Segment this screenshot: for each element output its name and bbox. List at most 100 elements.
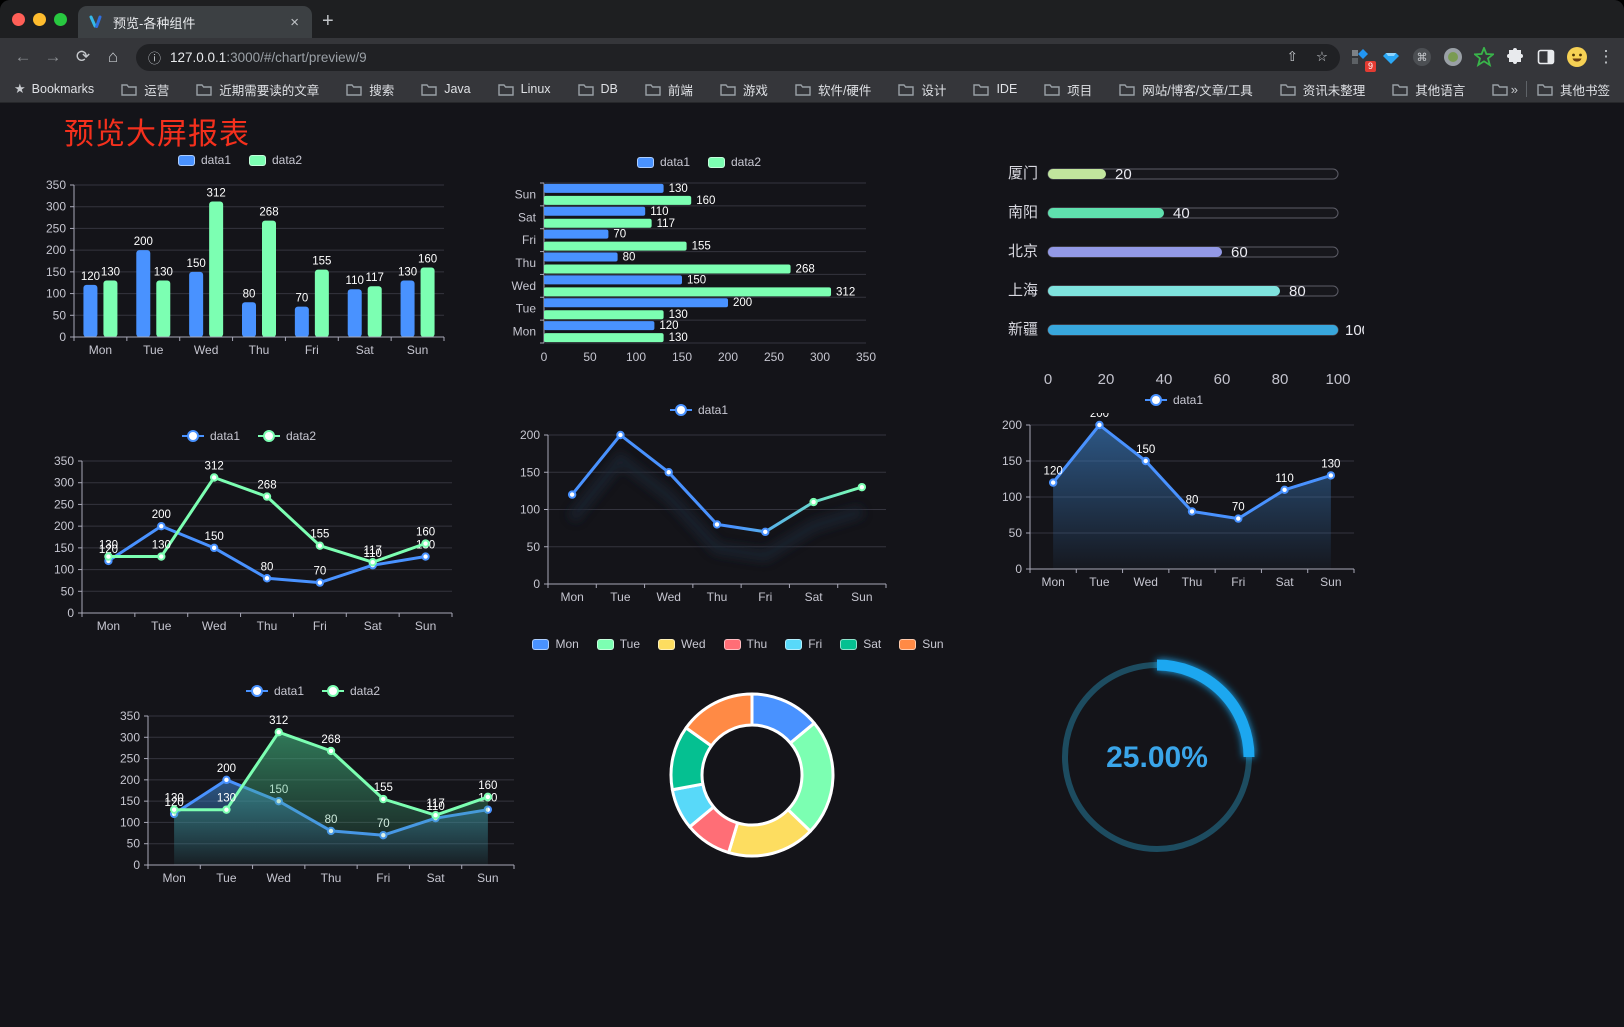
two-series-area-chart[interactable]: data1data2050100150200250300350120200150… <box>102 678 524 895</box>
home-icon[interactable]: ⌂ <box>107 47 119 66</box>
bookmark-folder[interactable]: DB <box>577 82 618 96</box>
legend-item[interactable]: Sun <box>899 637 944 651</box>
legend-item[interactable]: Tue <box>596 637 640 651</box>
legend-item[interactable]: data2 <box>258 429 316 443</box>
city-progress-chart[interactable]: 厦门 20 南阳 40 北京 60 上海 80 新疆 100 0 20 40 60 80 100 <box>986 151 1364 395</box>
bookmark-folder[interactable]: IDE <box>973 82 1017 96</box>
bookmark-folder[interactable]: 软件/硬件 <box>795 80 871 99</box>
legend-item[interactable]: data1 <box>636 155 690 169</box>
address-bar[interactable]: ⓘ 127.0.0.1:3000/#/chart/preview/9 ⇧ ☆ <box>136 43 1340 71</box>
legend-item[interactable]: Mon <box>532 637 579 651</box>
record-extension-icon[interactable] <box>1441 45 1465 69</box>
gem-extension-icon[interactable] <box>1379 45 1403 69</box>
command-extension-icon[interactable]: ⌘ <box>1410 45 1434 69</box>
bookmark-folder[interactable]: 资讯未整理 <box>1280 80 1365 99</box>
legend-item[interactable]: data1 <box>177 153 231 167</box>
bookmark-folder[interactable]: 搜索 <box>346 80 394 99</box>
svg-text:0: 0 <box>533 577 540 591</box>
extension-badge: 9 <box>1364 61 1376 72</box>
bookmarks-star-icon[interactable]: ★ <box>14 81 26 96</box>
menu-kebab-icon[interactable]: ⋮ <box>1597 47 1615 66</box>
svg-text:0: 0 <box>541 350 548 364</box>
chart-legend: data1 <box>984 387 1364 413</box>
svg-text:Thu: Thu <box>249 343 270 357</box>
svg-text:100: 100 <box>1325 371 1350 388</box>
horizontal-bar-chart[interactable]: data1 data2 Mon 120 130 Tue 200 130 Wed 150 312 Thu… <box>502 149 896 371</box>
legend-item[interactable]: data2 <box>708 155 761 169</box>
grouped-bar-chart[interactable]: data1 data2 0 50 100 150 200 250 300 350 120 200 150… <box>28 147 452 367</box>
folder-icon <box>1492 83 1508 96</box>
share-icon[interactable]: ⇧ <box>1286 49 1298 64</box>
legend-item[interactable]: data1 <box>1144 393 1203 407</box>
legend-item[interactable]: Fri <box>785 637 822 651</box>
sidepanel-icon[interactable] <box>1534 45 1558 69</box>
legend-item[interactable]: data2 <box>249 153 302 167</box>
fullscreen-window-button[interactable] <box>54 13 67 26</box>
close-window-button[interactable] <box>12 13 25 26</box>
reload-icon[interactable]: ⟳ <box>75 47 91 66</box>
folder-icon <box>346 83 362 96</box>
forward-icon[interactable]: → <box>44 47 62 66</box>
svg-text:250: 250 <box>764 350 784 364</box>
svg-text:0: 0 <box>67 606 74 620</box>
legend-item[interactable]: data1 <box>669 403 728 417</box>
legend-item[interactable]: data2 <box>322 684 380 698</box>
site-info-icon[interactable]: ⓘ <box>148 50 162 66</box>
star-extension-icon[interactable] <box>1472 45 1496 69</box>
donut-chart[interactable]: Mon Tue Wed Thu Fri Sat Sun <box>532 631 944 931</box>
svg-text:⌘: ⌘ <box>1417 52 1428 64</box>
bookmark-folder[interactable]: 前端 <box>645 80 693 99</box>
gradient-line-chart[interactable]: data1 0 50 100 150 200 Mon Tue Wed Thu Fri Sat Sun <box>502 397 896 614</box>
other-bookmarks-folder[interactable]: 其他书签 <box>1537 80 1610 99</box>
svg-text:100: 100 <box>626 350 646 364</box>
bookmark-folder[interactable]: 网站/博客/文章/工具 <box>1119 80 1253 99</box>
bookmark-folder[interactable]: PHP <box>1492 82 1511 96</box>
folder-icon <box>577 83 594 96</box>
browser-tab[interactable]: 预览-各种组件 × <box>78 6 312 38</box>
bookmark-folder[interactable]: 设计 <box>898 80 946 99</box>
two-series-line-chart[interactable]: data1 data2 0 50 100 150 200 250 300 350 120 200 150… <box>36 423 462 643</box>
svg-text:117: 117 <box>426 798 444 810</box>
svg-text:160: 160 <box>696 195 715 207</box>
bookmark-folder[interactable]: 其他语言 <box>1392 80 1465 99</box>
gauge-chart[interactable]: 25.00% <box>1048 647 1266 867</box>
bookmark-star-icon[interactable]: ☆ <box>1315 49 1328 64</box>
bookmarks-label[interactable]: Bookmarks <box>31 82 95 96</box>
minimize-window-button[interactable] <box>33 13 46 26</box>
svg-text:0: 0 <box>133 858 140 872</box>
svg-text:110: 110 <box>1275 473 1293 485</box>
svg-text:200: 200 <box>1002 418 1022 432</box>
bookmark-folder[interactable]: Java <box>421 82 471 96</box>
bookmark-folder[interactable]: 近期需要读的文章 <box>196 80 319 99</box>
puzzle-extensions-icon[interactable] <box>1503 45 1527 69</box>
svg-text:Fri: Fri <box>758 590 772 604</box>
chart-legend: data1 data2 <box>36 423 462 449</box>
bookmark-folder[interactable]: 运营 <box>121 80 169 99</box>
bookmarks-overflow-icon[interactable]: » <box>1510 81 1518 97</box>
bookmark-folder[interactable]: 游戏 <box>720 80 768 99</box>
svg-text:50: 50 <box>127 837 141 851</box>
area-line-chart[interactable]: data1 0 50 100 150 200 120 200 150 80 70 110 130 Mon T… <box>984 387 1364 599</box>
svg-text:Sun: Sun <box>415 619 436 633</box>
folder-icon <box>1537 83 1553 96</box>
tab-close-icon[interactable]: × <box>290 13 299 31</box>
svg-text:150: 150 <box>1136 444 1155 456</box>
legend-item[interactable]: Thu <box>723 637 767 651</box>
folder-icon <box>645 83 661 96</box>
legend-item[interactable]: Wed <box>658 637 706 651</box>
svg-text:100: 100 <box>520 503 540 517</box>
svg-text:Wed: Wed <box>266 871 290 885</box>
bookmark-folder[interactable]: 项目 <box>1044 80 1092 99</box>
svg-text:130: 130 <box>1321 458 1340 470</box>
profile-avatar[interactable] <box>1565 45 1589 69</box>
new-tab-button[interactable]: + <box>322 10 334 32</box>
back-icon[interactable]: ← <box>14 47 32 66</box>
chart-legend: data1 <box>502 397 896 423</box>
svg-text:Tue: Tue <box>516 302 537 316</box>
legend-item[interactable]: Sat <box>840 637 881 651</box>
legend-item[interactable]: data1 <box>245 684 304 698</box>
extension-grid-icon[interactable]: 9 <box>1348 45 1376 72</box>
bookmark-folder[interactable]: Linux <box>497 82 551 96</box>
legend-item[interactable]: data1 <box>181 429 240 443</box>
window-controls <box>12 13 67 26</box>
